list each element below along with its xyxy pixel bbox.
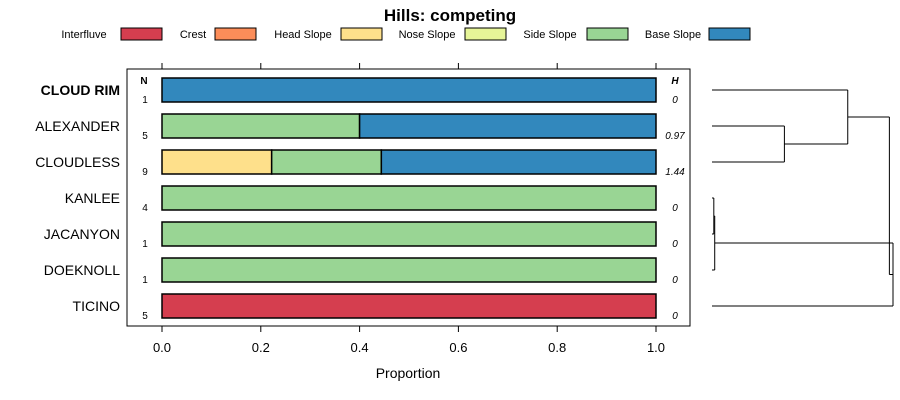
x-tick-label: 0.0	[153, 340, 171, 355]
h-value: 0	[672, 275, 678, 286]
legend-swatch-side-slope	[586, 27, 629, 41]
h-value: 0	[672, 203, 678, 214]
x-tick-label: 0.2	[252, 340, 270, 355]
legend-swatch-head-slope	[340, 27, 383, 41]
legend-swatch-base-slope	[708, 27, 751, 41]
n-value: 1	[142, 275, 148, 286]
legend-label-nose-slope: Nose Slope	[399, 29, 456, 41]
x-tick-label: 0.8	[548, 340, 566, 355]
legend-label-base-slope: Base Slope	[645, 29, 701, 41]
legend-swatch-nose-slope	[464, 27, 507, 41]
row-label-jacanyon: JACANYON	[44, 226, 120, 242]
legend: Interfluve Crest Head Slope Nose Slope Side …	[61, 27, 751, 41]
plot-frame	[126, 68, 691, 327]
row-label-alexander: ALEXANDER	[35, 118, 120, 134]
n-value: 4	[142, 203, 148, 214]
h-value: 0.97	[665, 131, 685, 142]
bar-segment-cloudless-head-slope	[161, 149, 273, 175]
bar-segment-kanlee-side-slope	[161, 185, 657, 211]
h-values: 0 0.97 1.44 0 0 0 0	[665, 95, 685, 322]
n-value: 1	[142, 239, 148, 250]
top-ticks	[161, 63, 657, 69]
row-labels: CLOUD RIM ALEXANDER CLOUDLESS KANLEE JACANYO…	[35, 82, 120, 314]
row-label-kanlee: KANLEE	[65, 190, 120, 206]
legend-label-crest: Crest	[180, 29, 206, 41]
n-value: 9	[142, 167, 148, 178]
h-value: 0	[672, 311, 678, 322]
bar-segment-alexander-side-slope	[161, 113, 361, 139]
row-label-cloudless: CLOUDLESS	[35, 154, 120, 170]
x-tick-label: 1.0	[647, 340, 665, 355]
bar-segment-ticino-interfluve	[161, 293, 657, 319]
bar-segment-cloudless-side-slope	[270, 149, 383, 175]
bar-segment-alexander-base-slope	[358, 113, 657, 139]
h-value: 0	[672, 95, 678, 106]
bar-segment-doeknoll-side-slope	[161, 257, 657, 283]
n-value: 5	[142, 311, 148, 322]
n-value: 1	[142, 95, 148, 106]
dendrogram	[712, 89, 894, 307]
row-label-cloud-rim: CLOUD RIM	[41, 82, 120, 98]
n-values: 1 5 9 4 1 1 5	[142, 95, 148, 322]
x-tick-label: 0.6	[449, 340, 467, 355]
legend-swatch-interfluve	[120, 27, 163, 41]
row-label-ticino: TICINO	[73, 298, 121, 314]
h-value: 0	[672, 239, 678, 250]
row-label-doeknoll: DOEKNOLL	[44, 262, 120, 278]
legend-label-side-slope: Side Slope	[523, 29, 576, 41]
n-header: N	[140, 76, 147, 87]
x-axis-title: Proportion	[376, 365, 441, 381]
chart-title: Hills: competing	[384, 6, 516, 25]
h-value: 1.44	[665, 167, 685, 178]
bottom-ticks: 0.0 0.2 0.4 0.6 0.8 1.0	[153, 326, 665, 355]
n-value: 5	[142, 131, 148, 142]
bar-segment-cloudless-base-slope	[380, 149, 657, 175]
bars	[161, 77, 657, 319]
x-tick-label: 0.4	[351, 340, 369, 355]
h-header: H	[671, 76, 679, 87]
bar-segment-jacanyon-side-slope	[161, 221, 657, 247]
legend-label-head-slope: Head Slope	[274, 29, 332, 41]
legend-swatch-crest	[214, 27, 257, 41]
legend-label-interfluve: Interfluve	[61, 29, 106, 41]
bar-segment-cloud-rim-base-slope	[161, 77, 657, 103]
